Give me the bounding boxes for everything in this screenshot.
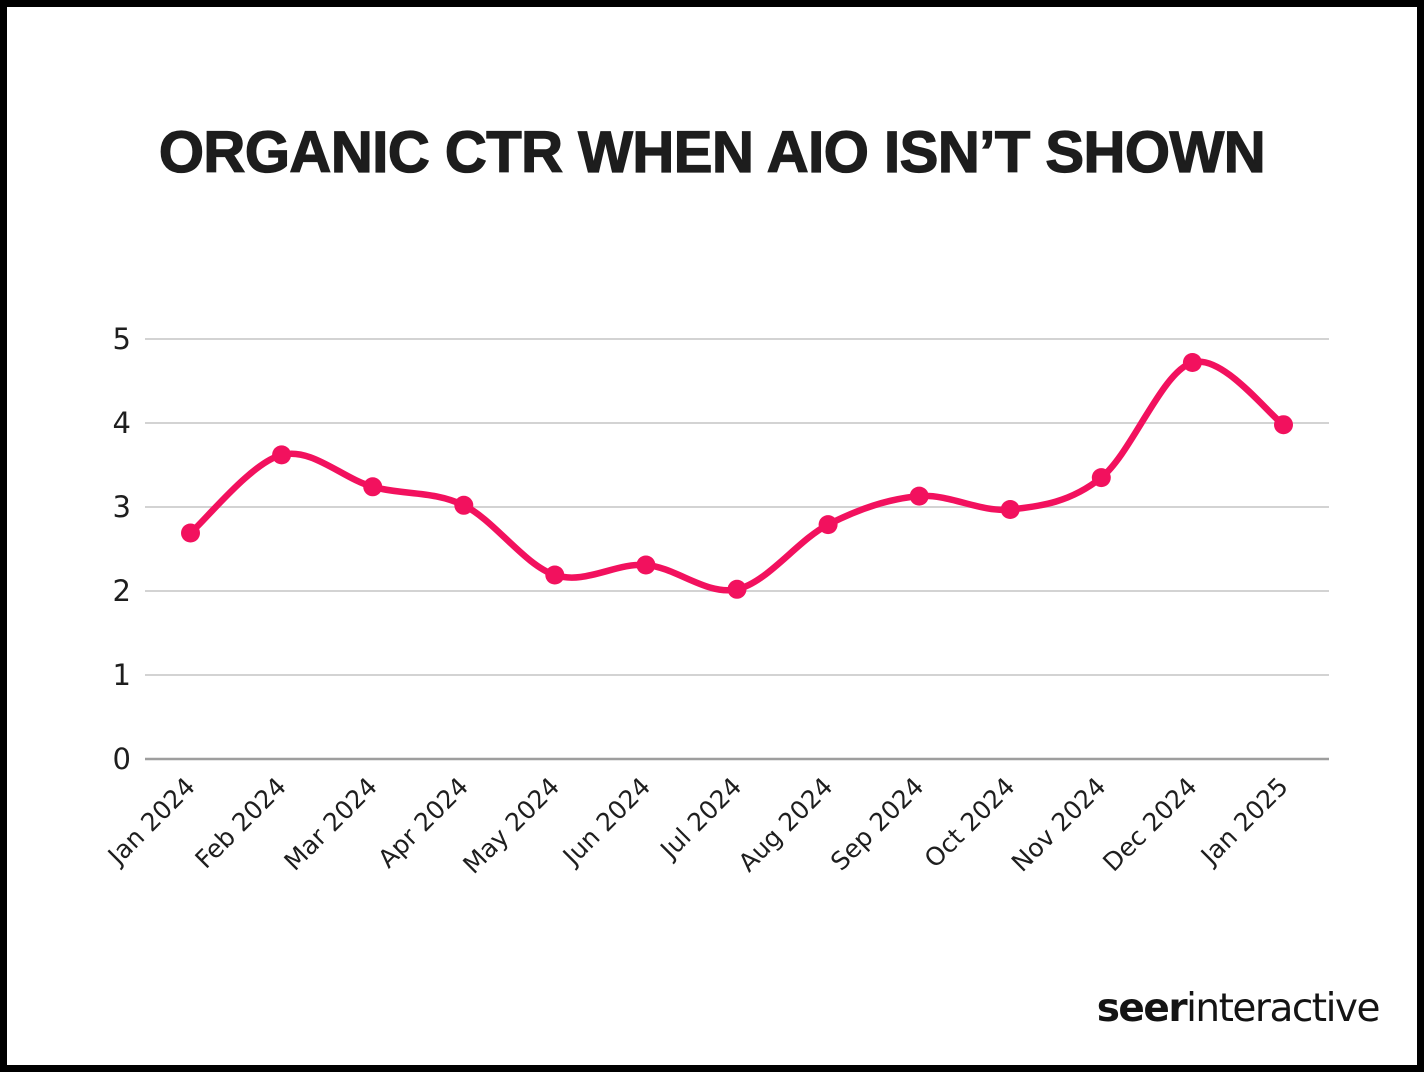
data-point-jul-2024: [727, 579, 747, 599]
x-tick-label-jun-2024: Jun 2024: [556, 772, 656, 872]
data-point-oct-2024: [1000, 500, 1020, 519]
data-point-aug-2024: [818, 515, 838, 535]
ctr-series-line: [187, 358, 1287, 594]
data-point-sep-2024: [909, 486, 929, 506]
data-point-jun-2024: [636, 555, 656, 575]
data-point-feb-2024: [272, 445, 292, 465]
x-tick-label-nov-2024: Nov 2024: [1006, 772, 1112, 878]
y-tick-label-4: 4: [113, 406, 131, 440]
y-tick-label-5: 5: [113, 322, 131, 356]
x-tick-label-mar-2024: Mar 2024: [278, 772, 382, 876]
x-tick-label-aug-2024: Aug 2024: [733, 772, 839, 878]
logo-seer: seer: [1096, 986, 1188, 1031]
data-point-dec-2024: [1182, 353, 1202, 372]
x-tick-label-sep-2024: Sep 2024: [825, 772, 929, 876]
logo-interactive: interactive: [1186, 986, 1380, 1031]
y-tick-label-1: 1: [113, 658, 131, 692]
x-tick-label-oct-2024: Oct 2024: [919, 772, 1021, 874]
x-tick-label-feb-2024: Feb 2024: [189, 772, 291, 874]
data-point-may-2024: [545, 565, 565, 585]
data-point-apr-2024: [454, 495, 474, 515]
data-point-mar-2024: [363, 477, 383, 497]
x-tick-label-dec-2024: Dec 2024: [1097, 772, 1202, 877]
seer-interactive-logo: seerinteractive: [1096, 986, 1381, 1031]
data-point-nov-2024: [1091, 468, 1111, 488]
x-tick-label-jul-2024: Jul 2024: [653, 772, 747, 866]
x-tick-label-jan-2024: Jan 2024: [101, 772, 201, 872]
x-tick-label-jan-2025: Jan 2025: [1194, 772, 1294, 872]
chart-title: ORGANIC CTR WHEN AIO ISN’T SHOWN: [158, 119, 1266, 185]
y-tick-label-0: 0: [113, 742, 131, 776]
x-tick-label-may-2024: May 2024: [457, 772, 565, 880]
y-tick-label-3: 3: [113, 490, 131, 524]
data-point-jan-2024: [181, 523, 200, 543]
data-point-jan-2025: [1274, 415, 1293, 435]
y-tick-label-2: 2: [113, 574, 131, 608]
